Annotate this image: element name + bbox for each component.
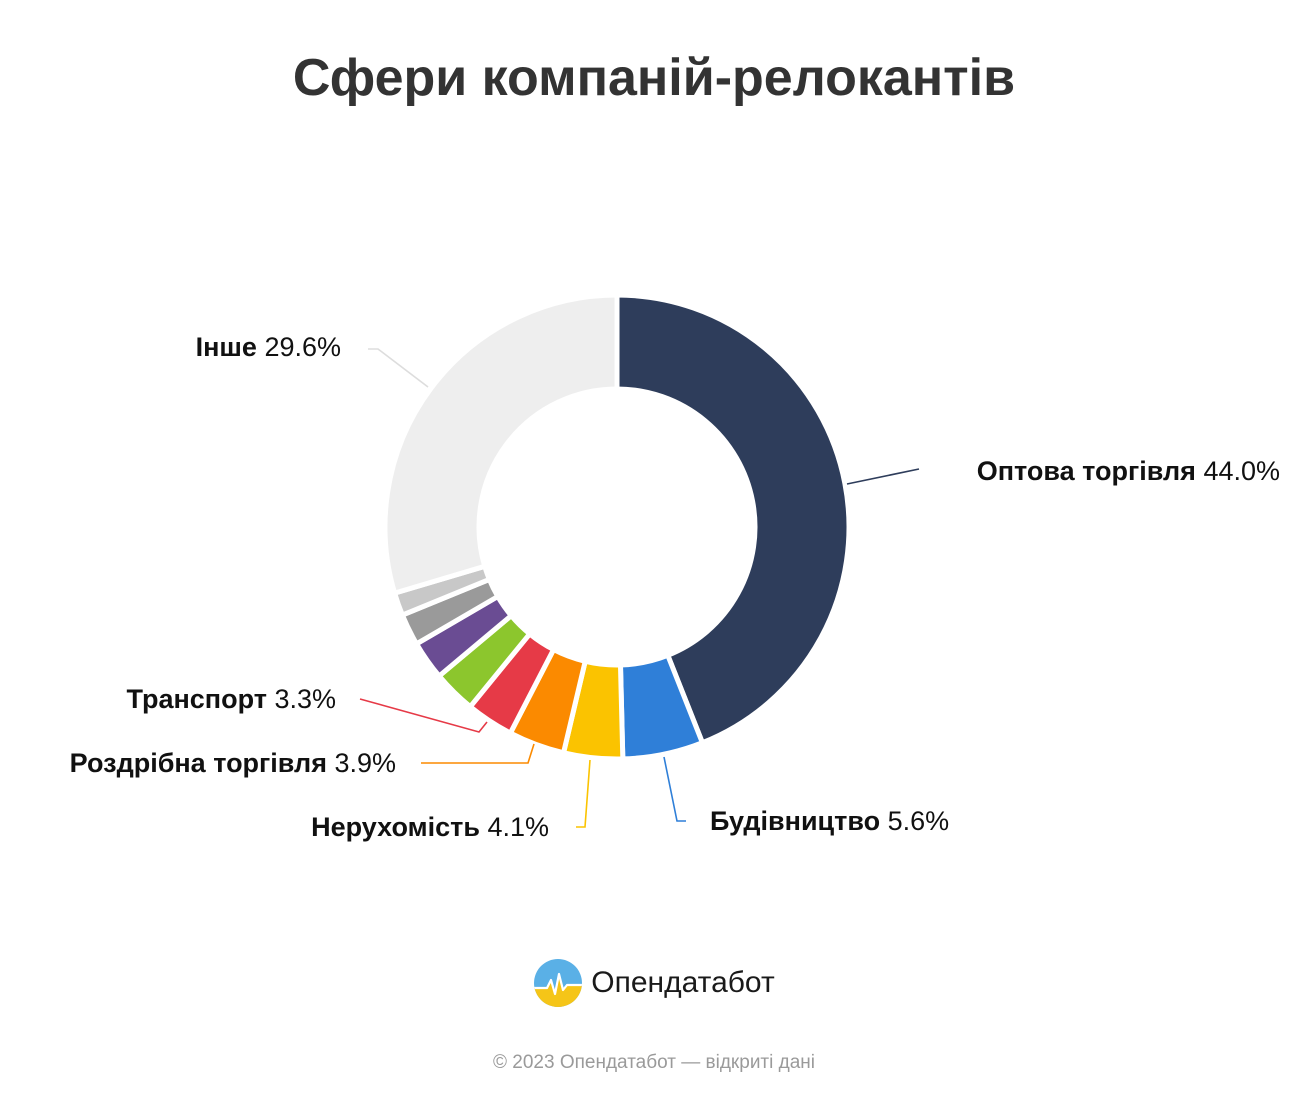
slice-label-name: Роздрібна торгівля — [70, 748, 327, 778]
slice-label-value: 3.3% — [267, 684, 336, 714]
slice-label: Транспорт 3.3% — [126, 684, 336, 714]
slice-label-name: Транспорт — [126, 684, 266, 714]
slice-label-name: Будівництво — [710, 806, 880, 836]
slice-label-value: 4.1% — [480, 812, 549, 842]
donut-slice — [382, 292, 620, 596]
slice-label: Оптова торгівля 44.0% — [977, 456, 1280, 486]
slice-label: Будівництво 5.6% — [710, 806, 949, 836]
leader-lines — [359, 348, 920, 828]
slice-label-name: Оптова торгівля — [977, 456, 1196, 486]
leader-line — [359, 698, 488, 733]
slice-label: Нерухомість 4.1% — [311, 812, 549, 842]
brand: Опендатабот — [0, 958, 1308, 1008]
slice-label: Роздрібна торгівля 3.9% — [70, 748, 396, 778]
slice-label-value: 44.0% — [1196, 456, 1280, 486]
slice-label-name: Інше — [196, 332, 257, 362]
donut-slices — [382, 292, 852, 762]
donut-slice — [614, 292, 852, 746]
leader-line — [368, 348, 429, 388]
slice-label: Інше 29.6% — [196, 332, 341, 362]
copyright: © 2023 Опендатабот — відкриті дані — [493, 1052, 815, 1073]
leader-line — [421, 743, 535, 764]
chart-title: Сфери компаній-релокантів — [292, 49, 1016, 107]
leader-line — [576, 759, 591, 828]
slice-label-value: 5.6% — [880, 806, 949, 836]
leader-line — [663, 756, 686, 822]
slice-label-value: 3.9% — [327, 748, 396, 778]
slice-label-name: Нерухомість — [311, 812, 480, 842]
slice-label-value: 29.6% — [257, 332, 341, 362]
leader-line — [846, 468, 920, 485]
slice-labels: Оптова торгівля 44.0% Будівництво 5.6% Нер… — [70, 332, 1280, 842]
opendatabot-logo-icon — [534, 959, 583, 1007]
brand-name: Опендатабот — [591, 966, 775, 999]
